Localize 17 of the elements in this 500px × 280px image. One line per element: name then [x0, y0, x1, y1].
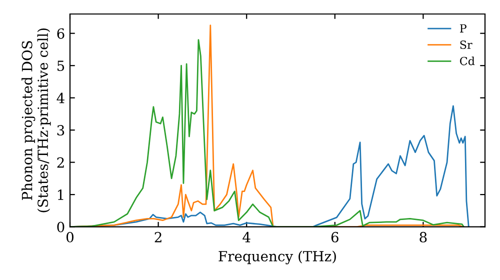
- y-tick-label: 1: [58, 190, 64, 200]
- y-tick-label: 5: [57, 60, 64, 72]
- x-tick-label: 8: [420, 232, 427, 242]
- x-axis-title: Frequency (THz): [218, 250, 336, 264]
- legend-label: Cd: [460, 56, 475, 66]
- y-axis-title: Phonon projected DOS (States/THz·primitive cell): [22, 28, 51, 212]
- x-tick-label: 6: [331, 232, 338, 242]
- legend-label: Sr: [460, 40, 472, 49]
- y-tick-label: 3: [57, 125, 64, 136]
- y-tick-label: 4: [56, 92, 64, 104]
- x-tick-label: 0: [66, 232, 74, 242]
- x-tick-label: 2: [154, 232, 162, 242]
- y-tick-label: 2: [57, 157, 64, 168]
- y-tick-label: 6: [57, 28, 64, 39]
- y-tick-label: 0: [57, 222, 64, 232]
- x-tick-label: 4: [242, 232, 250, 242]
- legend-label: P: [460, 24, 466, 32]
